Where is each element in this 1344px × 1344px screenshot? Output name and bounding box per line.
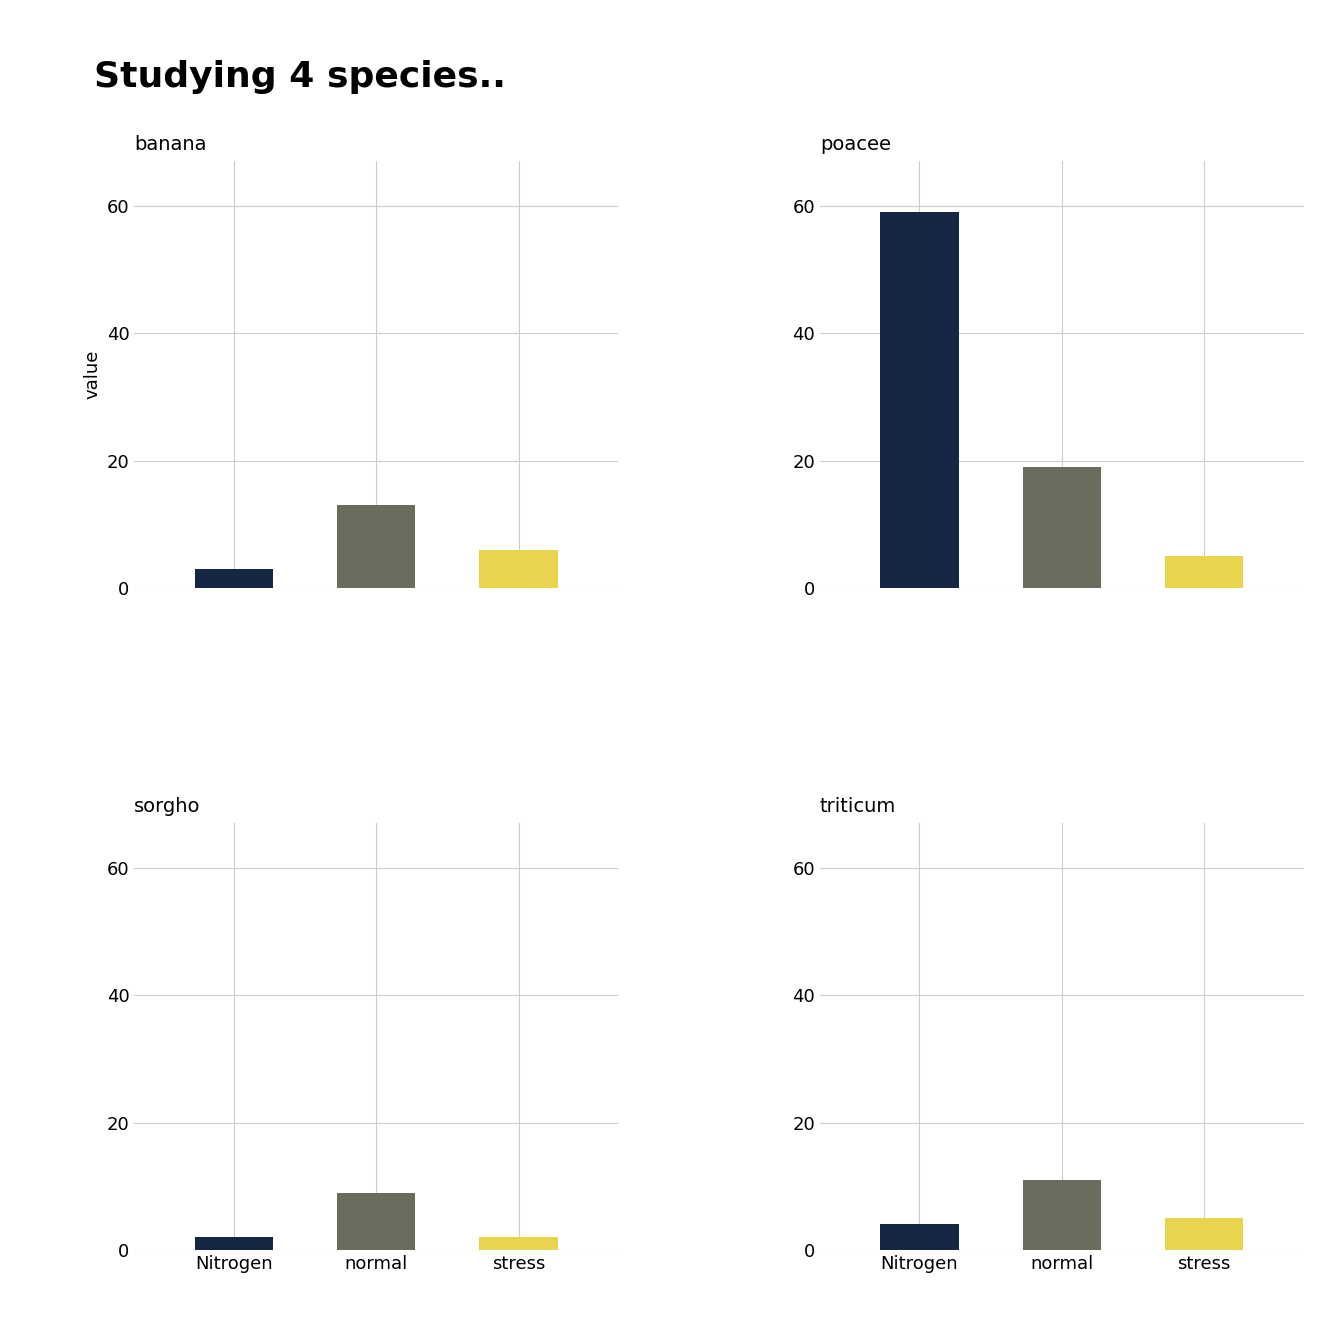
Bar	[480, 550, 558, 589]
Bar	[880, 212, 958, 589]
Bar	[880, 1224, 958, 1250]
Bar	[337, 1192, 415, 1250]
Bar	[195, 569, 273, 589]
Text: sorgho: sorgho	[134, 797, 200, 816]
Bar	[1023, 466, 1101, 589]
Text: triticum: triticum	[820, 797, 896, 816]
Text: banana: banana	[134, 136, 207, 155]
Text: Studying 4 species..: Studying 4 species..	[94, 60, 505, 94]
Bar	[195, 1238, 273, 1250]
Bar	[337, 505, 415, 589]
Bar	[1165, 1218, 1243, 1250]
Bar	[1023, 1180, 1101, 1250]
Text: poacee: poacee	[820, 136, 891, 155]
Bar	[1165, 556, 1243, 589]
Y-axis label: value: value	[83, 349, 101, 399]
Bar	[480, 1238, 558, 1250]
